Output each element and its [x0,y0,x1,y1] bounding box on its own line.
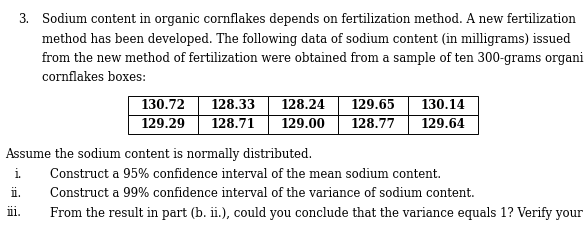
Text: 129.00: 129.00 [280,118,325,131]
Text: 129.64: 129.64 [420,118,465,131]
Text: 128.24: 128.24 [280,99,325,112]
Bar [128,115,198,134]
Text: 128.77: 128.77 [350,118,395,131]
Bar [408,115,478,134]
Bar [268,96,338,115]
Bar [338,96,408,115]
Text: Assume the sodium content is normally distributed.: Assume the sodium content is normally di… [5,148,312,161]
Text: 129.29: 129.29 [141,118,186,131]
Bar [338,115,408,134]
Text: ii.: ii. [11,187,22,200]
Text: 3.: 3. [18,13,29,26]
Text: answer.: answer. [50,226,96,227]
Bar [128,96,198,115]
Text: i.: i. [15,168,22,180]
Bar [198,115,268,134]
Text: from the new method of fertilization were obtained from a sample of ten 300-gram: from the new method of fertilization wer… [42,52,584,65]
Text: From the result in part (b. ii.), could you conclude that the variance equals 1?: From the result in part (b. ii.), could … [50,207,583,220]
Text: 129.65: 129.65 [350,99,395,112]
Text: method has been developed. The following data of sodium content (in milligrams) : method has been developed. The following… [42,32,571,45]
Bar [268,115,338,134]
Text: Construct a 95% confidence interval of the mean sodium content.: Construct a 95% confidence interval of t… [50,168,441,180]
Bar [408,96,478,115]
Text: cornflakes boxes:: cornflakes boxes: [42,72,146,84]
Text: 130.14: 130.14 [420,99,465,112]
Text: 128.33: 128.33 [210,99,256,112]
Text: Construct a 99% confidence interval of the variance of sodium content.: Construct a 99% confidence interval of t… [50,187,475,200]
Text: Sodium content in organic cornflakes depends on fertilization method. A new fert: Sodium content in organic cornflakes dep… [42,13,576,26]
Text: 130.72: 130.72 [141,99,186,112]
Text: iii.: iii. [7,207,22,220]
Bar [198,96,268,115]
Text: 128.71: 128.71 [211,118,255,131]
